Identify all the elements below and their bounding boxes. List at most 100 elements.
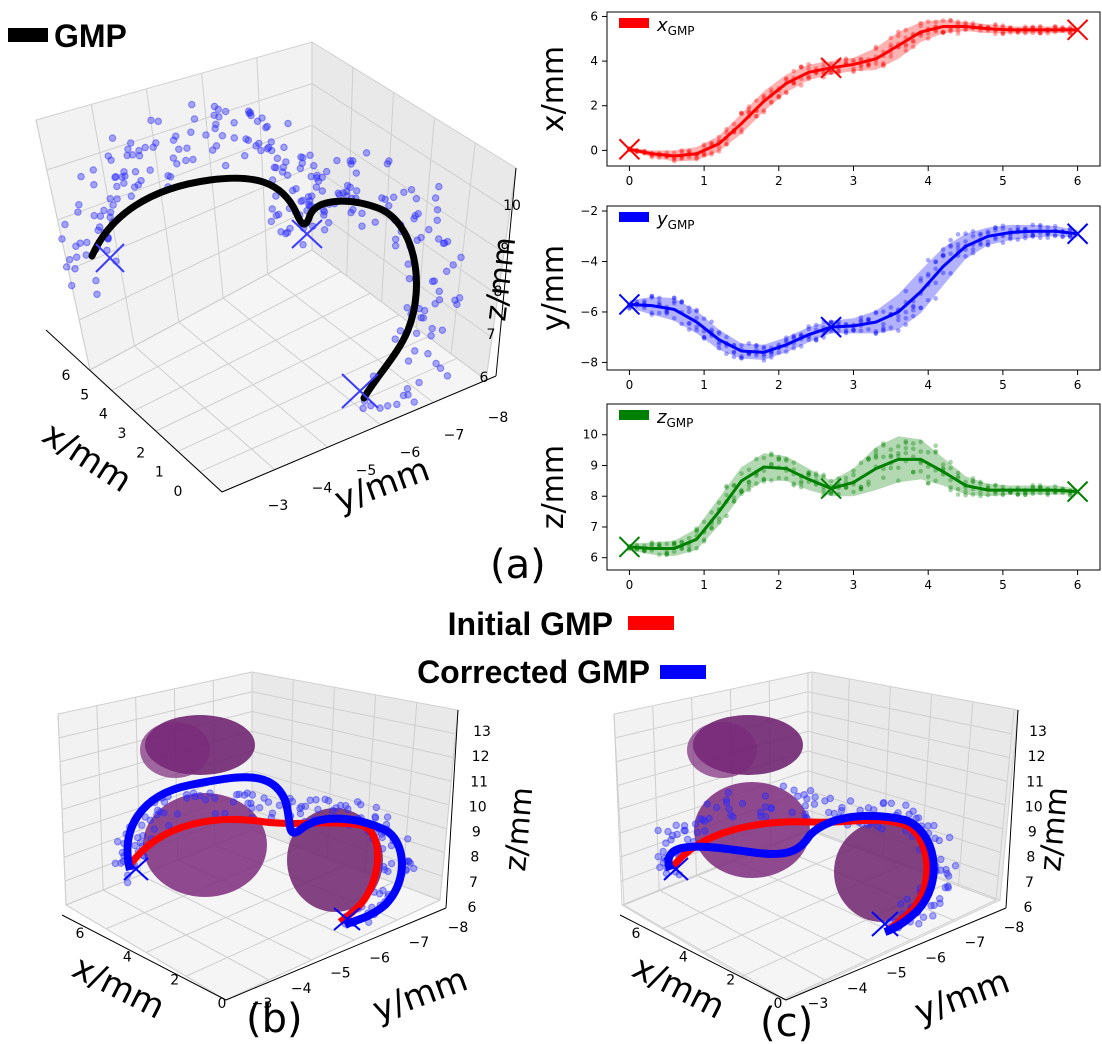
demo-point [716, 345, 722, 351]
demo-point [925, 480, 931, 486]
via-point-marker [1066, 223, 1089, 245]
demo-point [320, 226, 329, 234]
grid-line [251, 711, 454, 758]
demo-point [671, 542, 677, 548]
demo-point [739, 110, 744, 116]
demo-point [1008, 236, 1013, 242]
demo-point [724, 130, 729, 135]
demo-point [754, 113, 759, 119]
demo-point [866, 456, 871, 461]
demo-point [806, 326, 811, 332]
tick-label: 8 [494, 284, 503, 300]
demo-point [873, 61, 879, 66]
demo-point [821, 488, 826, 493]
demo-point [716, 341, 722, 347]
demo-point [272, 211, 281, 220]
demo-point [679, 299, 684, 305]
tick-label: −3 [808, 996, 829, 1012]
demo-point [683, 835, 692, 844]
demo-point [120, 168, 128, 176]
demo-point [888, 42, 894, 48]
legend-corrected-label: Corrected GMP [417, 654, 650, 690]
grid-line [89, 249, 313, 371]
demo-point [671, 540, 677, 546]
demo-point [897, 900, 905, 908]
demo-point [724, 492, 729, 498]
demo-point [1060, 234, 1065, 239]
plot3d-b-corrected-curve [123, 773, 406, 929]
demo-point [694, 315, 699, 321]
obstacle-ellipsoid [287, 808, 383, 912]
demo-point [214, 105, 222, 114]
grid-line [658, 889, 826, 981]
grid-line [155, 314, 400, 432]
demo-point [731, 350, 737, 355]
demo-point [404, 857, 412, 865]
x-tick-label: 4 [924, 174, 932, 188]
demo-point [821, 63, 826, 69]
demo-point [421, 306, 429, 315]
demo-point [701, 144, 707, 150]
plot3d-c-y-axis [785, 907, 1007, 1001]
demo-point [910, 307, 916, 313]
demo-point [686, 327, 692, 332]
tick-label: −3 [268, 498, 289, 514]
demo-point [169, 154, 178, 162]
demo-point [255, 804, 264, 812]
demo-point [866, 61, 871, 67]
demo-point [449, 261, 457, 269]
demo-point [724, 351, 729, 357]
demo-point [896, 328, 901, 333]
demo-point [910, 44, 916, 50]
demo-point [963, 489, 968, 494]
demo-point [761, 468, 767, 474]
plot3d-c-initial-curve [669, 816, 931, 933]
demo-point [746, 352, 752, 357]
plot3d-b-zlabel: z/mm [498, 786, 540, 873]
demo-point [201, 796, 210, 804]
demo-point [306, 197, 314, 205]
demo-point [910, 446, 916, 452]
demo-point [434, 235, 443, 243]
grid-line [251, 691, 456, 735]
demo-point [1030, 234, 1036, 239]
demo-point [716, 149, 722, 154]
demo-point [1037, 24, 1043, 30]
demo-point [656, 295, 662, 301]
demo-point [843, 485, 849, 491]
demo-point [858, 460, 864, 466]
demo-point [993, 491, 998, 497]
demo-point [955, 492, 961, 497]
demo-point [779, 782, 788, 790]
demo-point [1037, 30, 1043, 36]
demo-point [391, 235, 400, 243]
demo-point [724, 513, 729, 519]
demo-point [93, 290, 101, 298]
grid-line [807, 691, 1012, 735]
demo-point [866, 63, 871, 68]
grid-line [311, 83, 511, 211]
demo-point [642, 548, 647, 554]
demo-point [925, 474, 931, 480]
demo-point [925, 19, 931, 24]
demo-point [739, 129, 744, 135]
demo-point [230, 119, 238, 127]
y-tick-label: 6 [590, 9, 598, 23]
demo-point [731, 499, 737, 504]
tick-label: 6 [480, 370, 489, 386]
tick-label: 4 [99, 407, 108, 423]
demo-point [881, 325, 886, 331]
demo-point [724, 485, 729, 490]
demo-point [783, 349, 789, 355]
grid-line [145, 88, 180, 323]
demo-point [813, 322, 819, 328]
demo-point [106, 195, 114, 203]
y-tick-label: 7 [590, 520, 598, 534]
demo-point [754, 473, 759, 479]
demo-point [671, 295, 677, 301]
demo-point [873, 455, 879, 461]
y-tick-label: 6 [590, 551, 598, 565]
demo-point [349, 157, 357, 165]
demo-point [929, 912, 937, 920]
grid-line [133, 292, 371, 412]
